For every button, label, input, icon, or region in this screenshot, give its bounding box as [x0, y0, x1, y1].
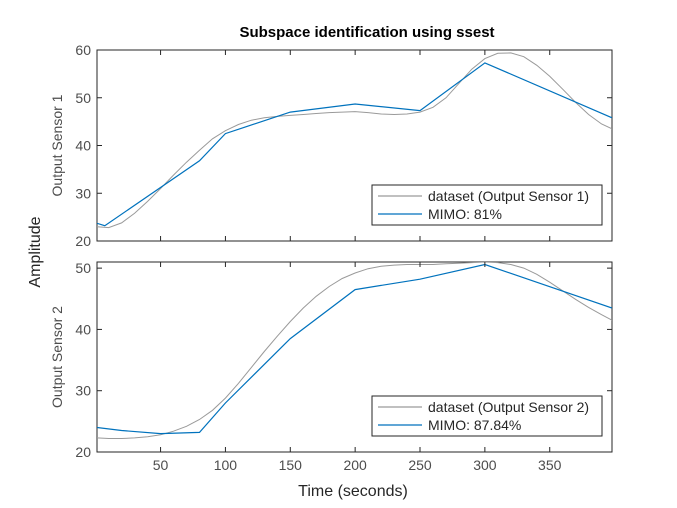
- legend: dataset (Output Sensor 2) MIMO: 87.84%: [371, 395, 603, 437]
- x-tick-label: 250: [408, 457, 432, 473]
- y-tick-label: 20: [75, 233, 91, 249]
- legend: dataset (Output Sensor 1) MIMO: 81%: [371, 184, 603, 226]
- legend-entry-label: MIMO: 87.84%: [428, 417, 521, 433]
- y-tick-label: 60: [75, 42, 91, 58]
- series-line-dataset: [97, 262, 612, 439]
- subplot-y-axis-label: Output Sensor 1: [49, 94, 65, 196]
- x-tick-label: 300: [473, 457, 497, 473]
- legend-box: [371, 395, 603, 437]
- x-tick-label: 150: [279, 457, 303, 473]
- x-tick-label: 100: [214, 457, 238, 473]
- legend-entry-label: MIMO: 81%: [428, 206, 502, 222]
- x-tick-label: 50: [153, 457, 169, 473]
- series-line-dataset: [97, 52, 612, 229]
- subplot-1: 20 30 40 50 60 Output Sensor 1 dataset (Output…: [49, 42, 613, 249]
- legend-entry-label: dataset (Output Sensor 2): [428, 399, 589, 415]
- y-tick-label: 50: [75, 90, 91, 106]
- x-axis-label: Time (seconds): [298, 483, 408, 500]
- series-line-mimo: [97, 62, 612, 227]
- legend-entry-label: dataset (Output Sensor 1): [428, 188, 589, 204]
- x-tick-label: 350: [538, 457, 562, 473]
- y-tick-label: 40: [75, 138, 91, 154]
- subplot-y-axis-label: Output Sensor 2: [49, 306, 65, 408]
- y-tick-label: 50: [75, 260, 91, 276]
- legend-box: [371, 184, 603, 226]
- y-tick-label: 30: [75, 185, 91, 201]
- subplot-2: 50 100 150 200 250 300 350 20 30 40 50 Output Senso…: [49, 260, 613, 473]
- y-tick-label: 20: [75, 444, 91, 460]
- y-tick-label: 40: [75, 321, 91, 337]
- shared-y-axis-label: Amplitude: [27, 216, 44, 287]
- y-tick-label: 30: [75, 383, 91, 399]
- chart-title: Subspace identification using ssest: [239, 24, 494, 41]
- series-line-mimo: [97, 263, 612, 435]
- x-tick-label: 200: [343, 457, 367, 473]
